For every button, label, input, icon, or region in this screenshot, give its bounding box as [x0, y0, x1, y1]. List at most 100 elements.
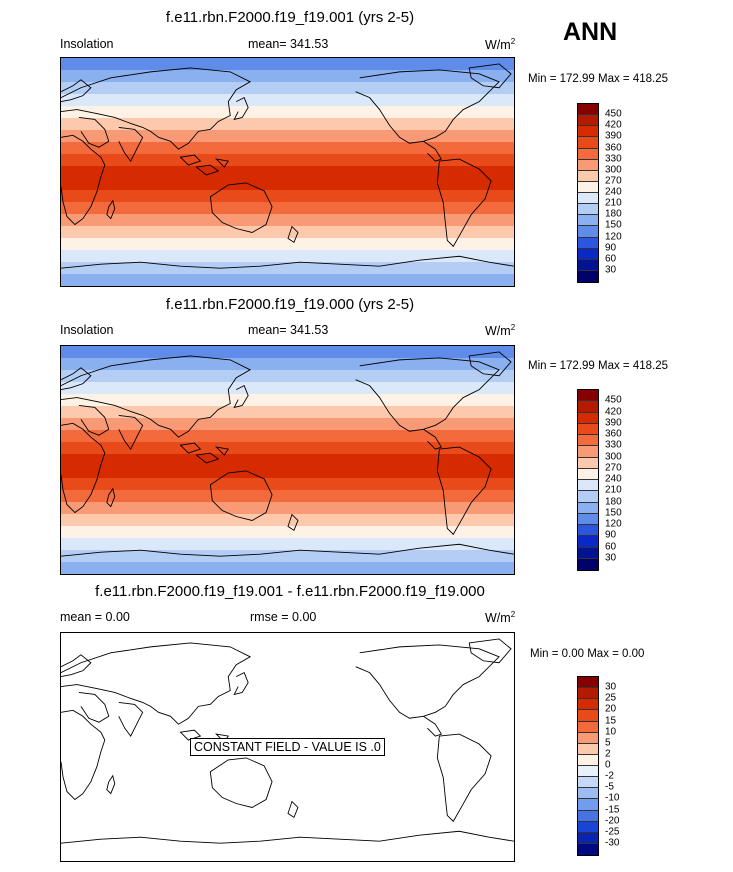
panel2-map-svg [61, 346, 514, 574]
coastline [118, 414, 144, 450]
colorbar-tick-label: 360 [605, 142, 622, 153]
insolation-band [61, 274, 514, 286]
coastline [61, 355, 252, 438]
insolation-band [61, 94, 514, 107]
colorbar-tick-label: 300 [605, 451, 622, 462]
panel2-minmax: Min = 172.99 Max = 418.25 [528, 360, 669, 372]
colorbar-swatch [578, 115, 598, 127]
coastline [61, 367, 92, 391]
coastline [61, 642, 252, 725]
colorbar-tick-label: 420 [605, 119, 622, 131]
coastline [215, 158, 230, 168]
panel1-map-svg [61, 58, 514, 286]
insolation-band [61, 346, 514, 359]
colorbar-swatch [578, 259, 598, 271]
coastline [468, 638, 512, 664]
panel3-mean-label: mean = 0.00 [60, 610, 130, 624]
colorbar-tick-label: 420 [605, 406, 622, 417]
coastline [287, 513, 299, 532]
insolation-band [61, 466, 514, 479]
panel2-colorbar [577, 389, 599, 571]
panel2-map [60, 345, 515, 575]
colorbar-tick-label: 150 [605, 507, 622, 519]
colorbar-swatch [578, 412, 598, 424]
colorbar-tick-label: -10 [605, 792, 620, 804]
colorbar-swatch [578, 181, 598, 193]
insolation-band [61, 418, 514, 431]
colorbar-tick-label: 150 [605, 219, 622, 231]
colorbar-tick-label: 300 [605, 164, 622, 176]
colorbar-swatch [578, 137, 598, 149]
colorbar-swatch [578, 248, 598, 260]
colorbar-swatch [578, 710, 598, 722]
insolation-band [61, 514, 514, 527]
colorbar-swatch [578, 754, 598, 766]
coastline [118, 126, 144, 162]
colorbar-tick-label: 240 [605, 186, 622, 198]
panel3-map-svg [61, 638, 514, 844]
colorbar-swatch [578, 170, 598, 182]
coastline [355, 357, 500, 432]
colorbar-swatch [578, 832, 598, 844]
colorbar-tick-label: 90 [605, 242, 617, 254]
season-label: ANN [563, 18, 618, 46]
panel1-title: f.e11.rbn.F2000.f19_f19.001 (yrs 2-5) [165, 9, 415, 26]
insolation-band [61, 58, 514, 71]
colorbar-tick-label: 30 [605, 552, 617, 564]
panel3-rmse-label: rmse = 0.00 [250, 610, 317, 624]
coastline [61, 67, 252, 150]
panel2-units: W/m2 [485, 323, 516, 339]
colorbar-swatch [578, 513, 598, 525]
insolation-band [61, 82, 514, 95]
coastline [355, 69, 500, 144]
colorbar-swatch [578, 104, 598, 116]
colorbar-swatch [578, 732, 598, 744]
insolation-band [61, 166, 514, 179]
insolation-band [61, 382, 514, 395]
colorbar-tick-label: 15 [605, 715, 617, 726]
coastline [233, 97, 249, 121]
coastline [287, 225, 299, 244]
coastline [233, 672, 249, 696]
colorbar-swatch [578, 677, 598, 689]
coastline [436, 158, 492, 248]
coastline [355, 644, 500, 719]
insolation-band [61, 214, 514, 227]
colorbar-tick-label: -30 [605, 837, 620, 849]
coastline [61, 255, 514, 269]
panel1-minmax: Min = 172.99 Max = 418.25 [528, 73, 669, 85]
insolation-band [61, 478, 514, 491]
colorbar-swatch [578, 799, 598, 811]
coastline [195, 452, 220, 464]
coastline [78, 117, 110, 148]
colorbar-swatch [578, 766, 598, 778]
insolation-band [61, 142, 514, 155]
coastline [106, 774, 116, 795]
colorbar-tick-label: -20 [605, 815, 620, 827]
colorbar-swatch [578, 788, 598, 800]
coastline [423, 428, 442, 450]
constant-field-note: CONSTANT FIELD - VALUE IS .0 [190, 738, 385, 756]
colorbar-swatch [578, 390, 598, 402]
coastline [436, 446, 492, 536]
coastline [233, 385, 249, 409]
colorbar-swatch [578, 148, 598, 160]
colorbar-tick-label: 20 [605, 703, 617, 715]
panel1-units: W/m2 [485, 37, 516, 53]
insolation-band [61, 190, 514, 203]
coastline [468, 351, 512, 377]
insolation-band [61, 454, 514, 467]
colorbar-swatch [578, 688, 598, 700]
colorbar-tick-label: 2 [605, 748, 611, 760]
coastline [209, 757, 273, 808]
coastline [423, 715, 442, 737]
colorbar-tick-label: 330 [605, 439, 622, 451]
colorbar-swatch [578, 480, 598, 492]
colorbar-tick-label: 270 [605, 175, 622, 187]
colorbar-tick-label: 360 [605, 428, 622, 440]
colorbar-swatch [578, 558, 598, 570]
insolation-band [61, 202, 514, 215]
colorbar-tick-label: 240 [605, 473, 622, 485]
colorbar-swatch [578, 743, 598, 755]
colorbar-swatch [578, 457, 598, 469]
